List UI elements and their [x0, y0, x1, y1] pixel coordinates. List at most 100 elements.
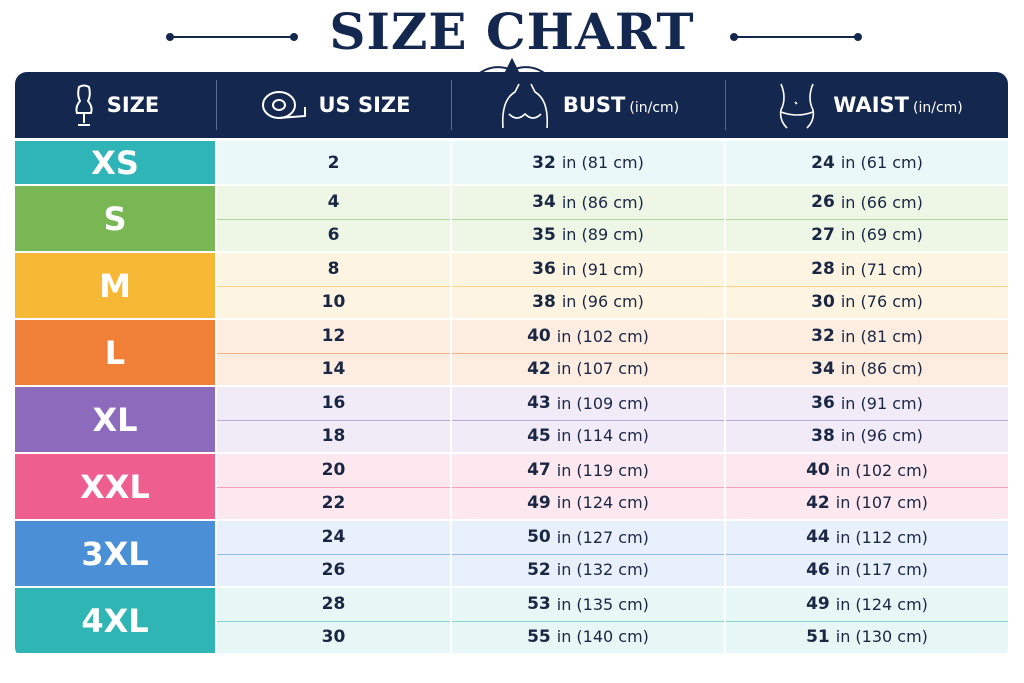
- cell-bg: [726, 285, 1008, 318]
- us-size: 26: [321, 559, 346, 580]
- waist-unit: in (91 cm): [840, 393, 923, 413]
- waist-unit: in (96 cm): [840, 426, 923, 446]
- cell-bg: [217, 387, 450, 420]
- cell-bg: [217, 141, 450, 184]
- cell-bg: [726, 141, 1008, 184]
- waist-unit: in (66 cm): [840, 192, 923, 212]
- bust-value: 47: [527, 460, 551, 481]
- waist-unit: in (81 cm): [840, 326, 923, 346]
- waist-value: 32: [811, 326, 835, 347]
- bust-cell: 45 in (114 cm): [452, 420, 724, 453]
- cell-bg: [217, 285, 450, 318]
- header-cell: US SIZE: [217, 72, 450, 138]
- us-size: 12: [321, 326, 346, 347]
- bust-unit: in (107 cm): [556, 359, 649, 379]
- bust-cell: 55 in (140 cm): [452, 621, 724, 654]
- waist-cell: 49 in (124 cm): [726, 588, 1008, 621]
- cell-bg: [726, 486, 1008, 519]
- waist-value: 24: [811, 152, 835, 173]
- cell-bg: [217, 553, 450, 586]
- bust-unit: in (91 cm): [561, 259, 644, 279]
- bust-cell: 38 in (96 cm): [452, 286, 724, 319]
- us-size: 30: [321, 626, 346, 647]
- bust-cell: 52 in (132 cm): [452, 554, 724, 587]
- header-waist-unit: (in/cm): [913, 100, 963, 116]
- waist-cell: 42 in (107 cm): [726, 487, 1008, 520]
- header-cell: WAIST (in/cm): [726, 72, 1008, 138]
- header-row: SIZE US SIZE BUST (in/cm) WAIST (in/cm): [15, 72, 1008, 138]
- size-cell: M: [15, 253, 215, 318]
- cell-bg: [452, 588, 724, 621]
- bust-cell: 35 in (89 cm): [452, 219, 724, 252]
- bust-cell: 50 in (127 cm): [452, 521, 724, 554]
- bust-value: 53: [527, 594, 551, 615]
- waist-unit: in (71 cm): [840, 259, 923, 279]
- bust-value: 45: [527, 425, 551, 446]
- cell-bg: [452, 419, 724, 452]
- waist-cell: 40 in (102 cm): [726, 454, 1008, 487]
- size-cell: L: [15, 320, 215, 385]
- cell-bg: [217, 454, 450, 487]
- waist-cell: 34 in (86 cm): [726, 353, 1008, 386]
- cell-bg: [726, 387, 1008, 420]
- waist-cell: 38 in (96 cm): [726, 420, 1008, 453]
- cell-bg: [217, 419, 450, 452]
- cell-bg: [726, 320, 1008, 353]
- bust-unit: in (109 cm): [556, 393, 649, 413]
- bust-value: 55: [527, 626, 551, 647]
- bust-icon: [501, 83, 548, 129]
- cell-bg: [217, 186, 450, 219]
- size-cell: S: [15, 186, 215, 251]
- waist-unit: in (112 cm): [835, 527, 928, 547]
- waist-value: 34: [811, 358, 835, 379]
- waist-unit: in (117 cm): [835, 560, 928, 580]
- cell-bg: [726, 553, 1008, 586]
- bust-unit: in (86 cm): [561, 192, 644, 212]
- waist-cell: 28 in (71 cm): [726, 253, 1008, 286]
- us-size: 16: [321, 393, 346, 414]
- cell-bg: [726, 521, 1008, 554]
- cell-bg: [726, 352, 1008, 385]
- cell-bg: [452, 454, 724, 487]
- header-waist-label: WAIST: [833, 93, 909, 117]
- cell-bg: [452, 521, 724, 554]
- waist-value: 40: [806, 460, 830, 481]
- header-size: SIZE: [106, 93, 160, 117]
- header-bust: BUST (in/cm): [563, 93, 679, 117]
- cell-bg: [726, 218, 1008, 251]
- bust-value: 42: [527, 358, 551, 379]
- tape-icon: [261, 91, 306, 119]
- us-size: 8: [327, 259, 340, 280]
- header-cell: BUST (in/cm): [452, 72, 724, 138]
- waist-value: 49: [806, 594, 830, 615]
- bust-cell: 36 in (91 cm): [452, 253, 724, 286]
- us-size: 22: [321, 492, 346, 513]
- waist-value: 38: [811, 425, 835, 446]
- cell-bg: [452, 387, 724, 420]
- bust-value: 52: [527, 559, 551, 580]
- waist-icon: [780, 83, 815, 129]
- cell-bg: [217, 521, 450, 554]
- bust-unit: in (140 cm): [556, 627, 649, 647]
- bust-cell: 32 in (81 cm): [452, 141, 724, 184]
- cell-bg: [217, 352, 450, 385]
- header-bust-unit: (in/cm): [629, 100, 680, 116]
- bust-value: 32: [532, 152, 556, 173]
- bust-cell: 53 in (135 cm): [452, 588, 724, 621]
- bust-value: 35: [532, 224, 556, 245]
- waist-value: 44: [806, 527, 830, 548]
- cell-bg: [726, 588, 1008, 621]
- waist-unit: in (86 cm): [840, 359, 923, 379]
- waist-value: 36: [811, 393, 835, 414]
- size-cell: XXL: [15, 454, 215, 519]
- us-size: 24: [321, 527, 346, 548]
- bust-cell: 43 in (109 cm): [452, 387, 724, 420]
- waist-value: 26: [811, 192, 835, 213]
- waist-value: 51: [806, 626, 830, 647]
- bust-unit: in (119 cm): [556, 460, 649, 480]
- size-cell: 4XL: [15, 588, 215, 653]
- us-size: 10: [321, 291, 346, 312]
- waist-cell: 32 in (81 cm): [726, 320, 1008, 353]
- cell-bg: [452, 186, 724, 219]
- cell-bg: [217, 620, 450, 653]
